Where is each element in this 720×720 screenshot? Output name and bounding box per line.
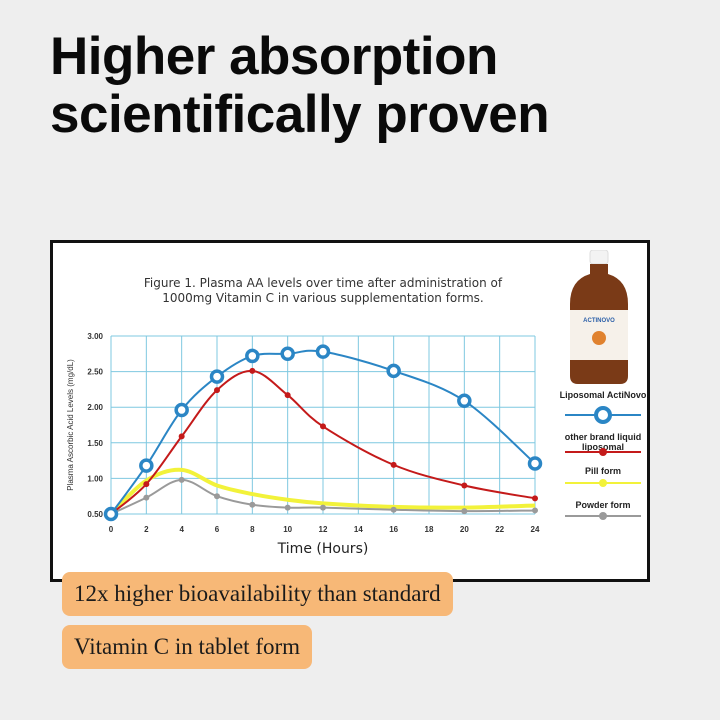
- chart-title-line: 1000mg Vitamin C in various supplementat…: [162, 291, 484, 305]
- x-tick-label: 20: [460, 525, 469, 534]
- data-point: [174, 402, 189, 418]
- data-point: [178, 476, 185, 483]
- data-point: [139, 458, 154, 473]
- data-point: [214, 493, 220, 500]
- y-tick-label: 1.00: [87, 474, 103, 483]
- legend-liposomal-actinovo: Liposomal ActiNovo: [559, 390, 647, 400]
- legend-pill-form: Pill form: [584, 466, 621, 476]
- data-point: [143, 494, 150, 501]
- data-point: [103, 506, 119, 522]
- x-axis-label: Time (Hours): [277, 541, 369, 557]
- series-line-2: [109, 467, 536, 516]
- data-point: [461, 508, 468, 515]
- y-tick-label: 0.50: [87, 510, 103, 519]
- chart-title-line: Figure 1. Plasma AA levels over time aft…: [144, 276, 503, 290]
- data-point: [280, 346, 295, 362]
- data-point: [249, 501, 256, 508]
- y-tick-label: 3.00: [87, 332, 103, 341]
- data-point: [390, 461, 397, 468]
- badge-bioavailability: 12x higher bioavailability than standard: [62, 572, 453, 616]
- x-tick-label: 2: [144, 525, 149, 534]
- x-tick-label: 24: [531, 525, 540, 534]
- x-tick-label: 4: [179, 525, 184, 534]
- chart-card: Figure 1. Plasma AA levels over time aft…: [50, 240, 650, 582]
- x-tick-label: 8: [250, 525, 255, 534]
- y-tick-label: 2.00: [87, 403, 103, 412]
- x-tick-label: 12: [319, 525, 328, 534]
- headline: Higher absorption scientifically proven: [50, 27, 550, 144]
- x-tick-label: 22: [495, 525, 504, 534]
- x-tick-label: 6: [215, 525, 220, 534]
- x-tick-label: 18: [425, 525, 434, 534]
- data-point: [532, 507, 538, 514]
- legend-marker-red: [599, 448, 607, 456]
- data-point: [178, 433, 185, 440]
- series-line-0: [110, 349, 536, 515]
- x-tick-label: 10: [283, 525, 292, 534]
- data-point: [320, 504, 326, 511]
- x-tick-label: 14: [354, 525, 363, 534]
- line-chart: Figure 1. Plasma AA levels over time aft…: [66, 276, 543, 557]
- product-bottle-image: ACTINOVO: [570, 250, 628, 384]
- legend-other-brand: other brand liquid liposomal: [564, 432, 642, 452]
- series-line-3: [110, 478, 536, 515]
- y-tick-label: 2.50: [87, 368, 103, 377]
- legend-powder-form: Powder form: [575, 500, 631, 510]
- data-point: [284, 504, 291, 511]
- data-point: [245, 348, 260, 364]
- data-point: [457, 393, 472, 409]
- data-point: [143, 481, 150, 488]
- legend-marker-blue: [594, 406, 612, 424]
- data-point: [320, 423, 326, 430]
- x-tick-label: 16: [389, 525, 398, 534]
- legend-marker-gray: [599, 512, 607, 520]
- data-point: [527, 456, 543, 471]
- legend-marker-yellow: [599, 479, 607, 487]
- data-point: [315, 344, 331, 359]
- data-point: [214, 387, 220, 394]
- x-tick-label: 0: [109, 525, 114, 534]
- data-point: [461, 482, 468, 489]
- data-point: [249, 367, 256, 374]
- data-point: [209, 369, 225, 384]
- data-point: [284, 392, 291, 399]
- y-tick-label: 1.50: [87, 439, 103, 448]
- badge-tablet-form: Vitamin C in tablet form: [62, 625, 313, 669]
- data-point: [390, 506, 397, 513]
- series-line-1: [110, 369, 536, 515]
- data-point: [532, 495, 538, 502]
- legend-markers: [565, 406, 641, 520]
- data-point: [386, 363, 401, 379]
- y-axis-label: Plasma Ascorbic Acid Levels (mg/dL): [66, 359, 75, 491]
- product-logo: ACTINOVO: [583, 318, 615, 324]
